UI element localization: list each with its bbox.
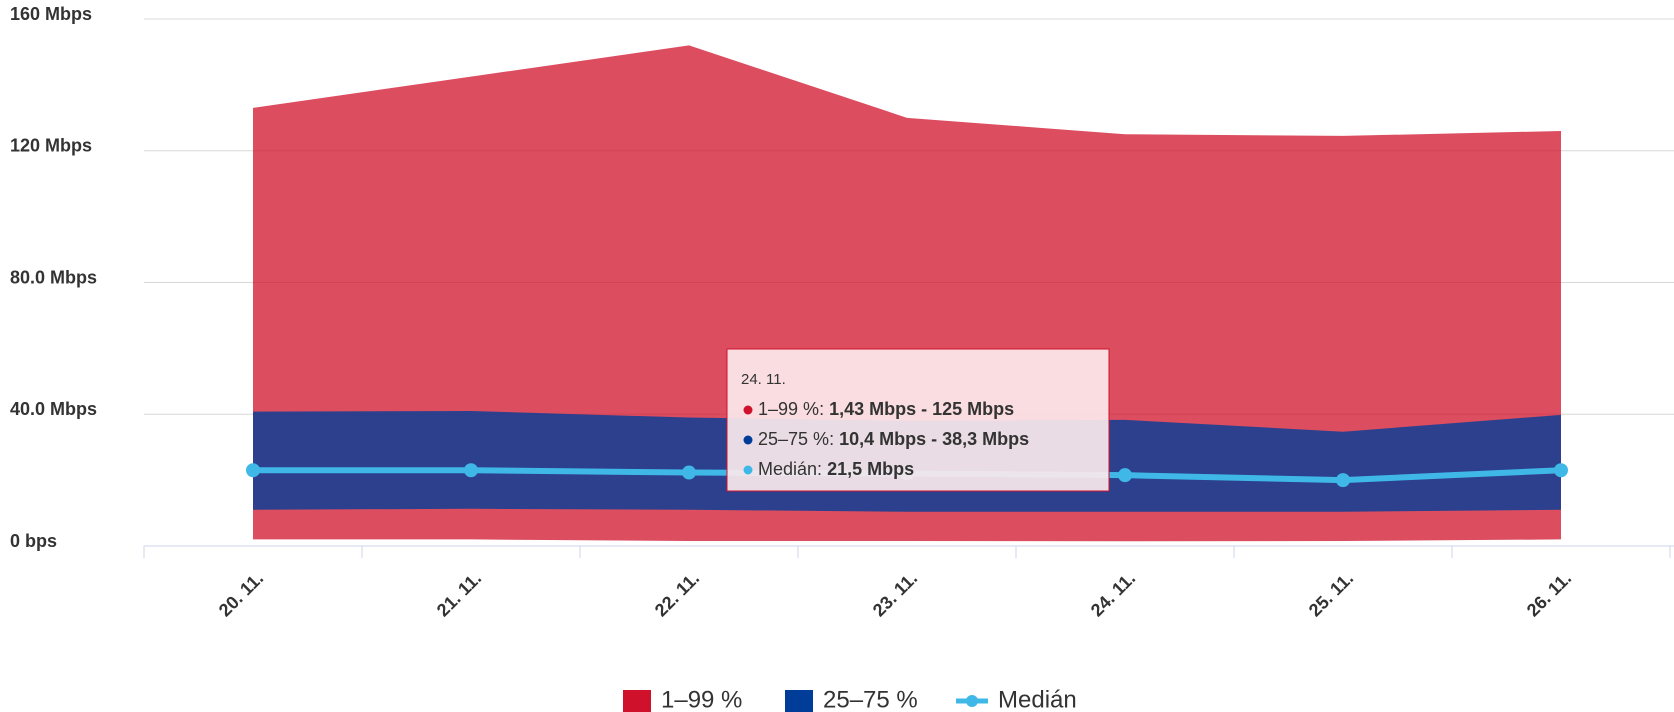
x-tick-label: 23. 11. bbox=[869, 568, 921, 620]
x-tick-label: 21. 11. bbox=[433, 568, 485, 620]
median-point bbox=[1554, 463, 1568, 478]
x-tick-label: 26. 11. bbox=[1523, 568, 1575, 620]
tooltip-value: 21,5 Mbps bbox=[827, 459, 914, 479]
tooltip-name: Medián bbox=[758, 459, 817, 479]
tooltip-sep: : bbox=[829, 429, 839, 449]
median-point bbox=[1118, 468, 1132, 483]
y-tick-label: 40.0 Mbps bbox=[10, 399, 97, 419]
tooltip-name: 25–75 % bbox=[758, 429, 829, 449]
tooltip: 24. 11.1–99 %: 1,43 Mbps - 125 Mbps25–75… bbox=[726, 348, 1110, 492]
legend-label: 1–99 % bbox=[661, 686, 742, 712]
legend-label: Medián bbox=[998, 686, 1077, 712]
tooltip-dot bbox=[743, 435, 753, 445]
legend-swatch bbox=[785, 690, 813, 712]
y-tick-label: 0 bps bbox=[10, 531, 57, 551]
x-tick-label: 22. 11. bbox=[651, 568, 703, 620]
legend-swatch bbox=[623, 690, 651, 712]
legend-swatch bbox=[966, 695, 978, 707]
legend-label: 25–75 % bbox=[823, 686, 918, 712]
median-point bbox=[246, 463, 260, 478]
tooltip-sep: : bbox=[819, 399, 829, 419]
tooltip-value: 10,4 Mbps - 38,3 Mbps bbox=[839, 429, 1029, 449]
x-tick-label: 25. 11. bbox=[1305, 568, 1357, 620]
legend: 1–99 % 25–75 % Medián bbox=[623, 686, 1077, 712]
tooltip-row: 1–99 %: 1,43 Mbps - 125 Mbps bbox=[758, 399, 1014, 419]
median-point bbox=[464, 463, 478, 478]
y-tick-label: 120 Mbps bbox=[10, 136, 92, 156]
tooltip-value: 1,43 Mbps - 125 Mbps bbox=[829, 399, 1014, 419]
tooltip-dot bbox=[743, 465, 753, 475]
y-tick-label: 80.0 Mbps bbox=[10, 267, 97, 287]
median-point bbox=[682, 465, 696, 480]
tooltip-name: 1–99 % bbox=[758, 399, 819, 419]
tooltip-box bbox=[726, 348, 1110, 492]
tooltip-row: Medián: 21,5 Mbps bbox=[758, 459, 914, 479]
x-tick-label: 24. 11. bbox=[1087, 568, 1139, 620]
tooltip-row: 25–75 %: 10,4 Mbps - 38,3 Mbps bbox=[758, 429, 1029, 449]
y-tick-label: 160 Mbps bbox=[10, 4, 92, 24]
tooltip-title: 24. 11. bbox=[741, 371, 786, 388]
x-tick-label: 20. 11. bbox=[215, 568, 267, 620]
tooltip-sep: : bbox=[817, 459, 827, 479]
median-point bbox=[1336, 473, 1350, 488]
tooltip-dot bbox=[743, 405, 753, 415]
